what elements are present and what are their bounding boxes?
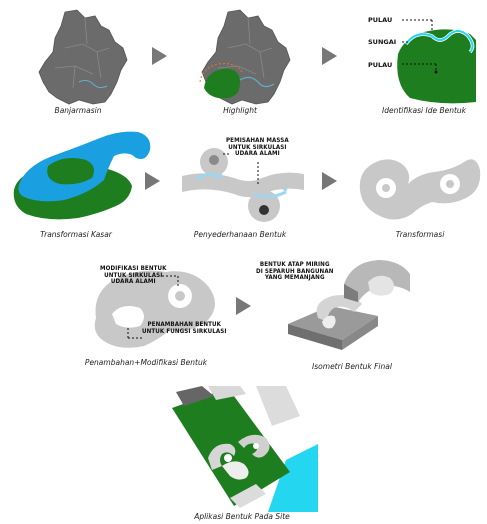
arrow-icon (236, 297, 251, 315)
caption-transformasi: Transformasi (395, 230, 445, 239)
caption-penyederhanaan: Penyederhanaan Bentuk (193, 230, 287, 239)
note-modifikasi-bentuk: MODIFIKASI BENTUK UNTUK SIRKULASI UDARA … (100, 265, 167, 286)
transformasi-kasar-diagram (13, 131, 151, 220)
transformasi-diagram (359, 159, 481, 220)
caption-identifikasi: Identifikasi Ide Bentuk (381, 106, 467, 115)
isometri-diagram (288, 260, 410, 350)
note-pemisahan-massa: PEMISAHAN MASSA UNTUK SIRKULASI UDARA AL… (226, 137, 289, 158)
penyederhanaan-diagram (182, 148, 304, 222)
arrow-icon (152, 47, 167, 65)
caption-transformasi-kasar: Transformasi Kasar (40, 230, 112, 239)
caption-penambahan: Penambahan+Modifikasi Bentuk (84, 358, 208, 367)
label-sungai: SUNGAI (368, 38, 397, 46)
highlight-map (199, 9, 291, 105)
note-bentuk-atap: BENTUK ATAP MIRING DI SEPARUH BANGUNAN Y… (256, 261, 334, 282)
penambahan-diagram (94, 270, 215, 348)
arrow-icon (322, 172, 337, 190)
arrow-icon (145, 172, 160, 190)
site-plan-diagram (168, 386, 318, 512)
caption-isometri: Isometri Bentuk Final (312, 362, 392, 371)
banjarmasin-map (38, 9, 128, 105)
caption-banjarmasin: Banjarmasin (54, 106, 102, 115)
identifikasi-diagram (397, 19, 476, 104)
caption-highlight: Highlight (223, 106, 257, 115)
note-penambahan-bentuk: PENAMBAHAN BENTUK UNTUK FUNGSI SIRKULASI (142, 321, 227, 335)
arrow-icon (322, 47, 337, 65)
label-pulau-top: PULAU (368, 16, 393, 24)
caption-aplikasi: Aplikasi Bentuk Pada Site (194, 512, 290, 521)
label-pulau-bottom: PULAU (368, 61, 393, 69)
